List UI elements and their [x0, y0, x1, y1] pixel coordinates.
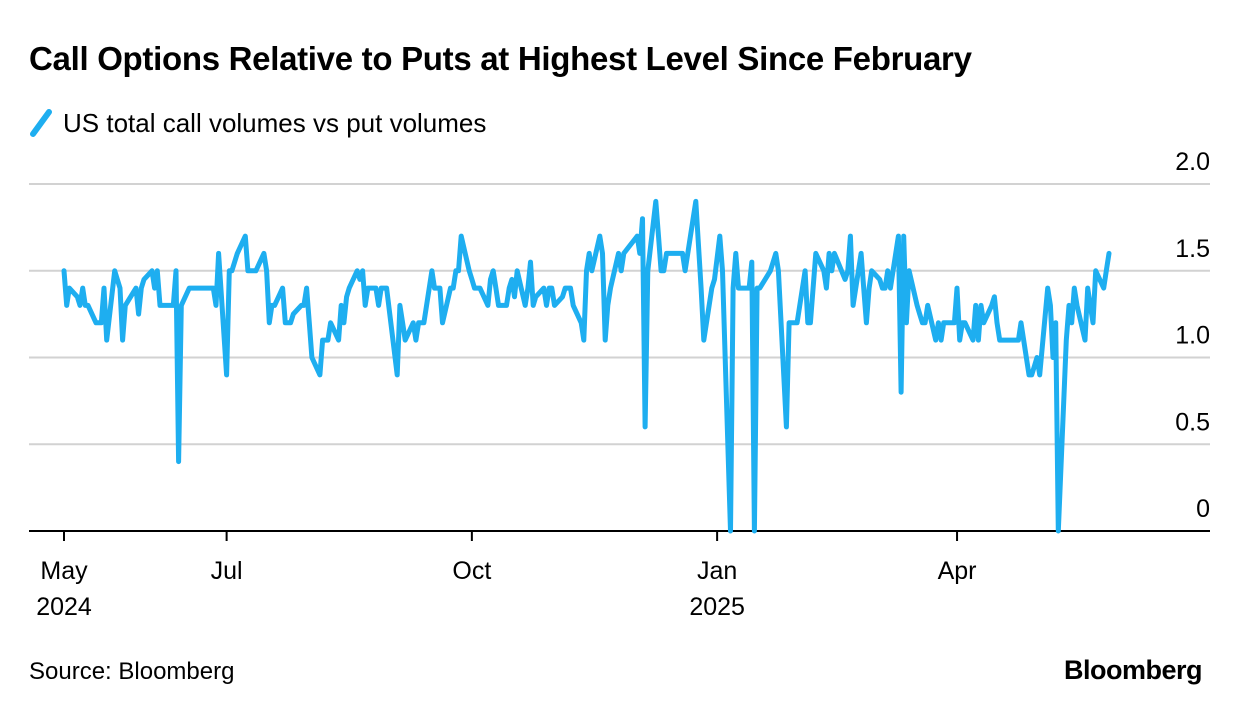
legend-swatch-icon — [30, 109, 52, 137]
x-tick-label: Oct — [452, 557, 491, 585]
y-tick-label: 0.5 — [1175, 408, 1210, 436]
x-tick-label: Jan — [697, 557, 737, 585]
y-tick-label: 2.0 — [1175, 148, 1210, 176]
x-tick-year-label: 2024 — [36, 593, 92, 621]
y-tick-label: 1.0 — [1175, 322, 1210, 350]
y-grid — [29, 183, 1210, 446]
y-axis: 0 0.5 1.0 1.5 2.0 — [1175, 148, 1210, 523]
source-note: Source: Bloomberg — [29, 658, 235, 685]
chart-title: Call Options Relative to Puts at Highest… — [29, 40, 972, 77]
legend-label: US total call volumes vs put volumes — [63, 107, 487, 138]
legend: US total call volumes vs put volumes — [29, 106, 486, 140]
x-tick-year-label: 2025 — [689, 593, 745, 621]
x-tick-label: Jul — [211, 557, 243, 585]
x-tick-label: Apr — [938, 557, 977, 585]
x-axis: May 2024 Jul Oct Jan 2025 Apr — [29, 530, 1210, 621]
series-group — [61, 198, 1112, 534]
series-line — [61, 198, 1112, 534]
y-tick-label: 0 — [1196, 495, 1210, 523]
x-tick-label: May — [40, 557, 88, 585]
y-tick-label: 1.5 — [1175, 235, 1210, 263]
bloomberg-logo: Bloomberg — [1063, 655, 1203, 685]
